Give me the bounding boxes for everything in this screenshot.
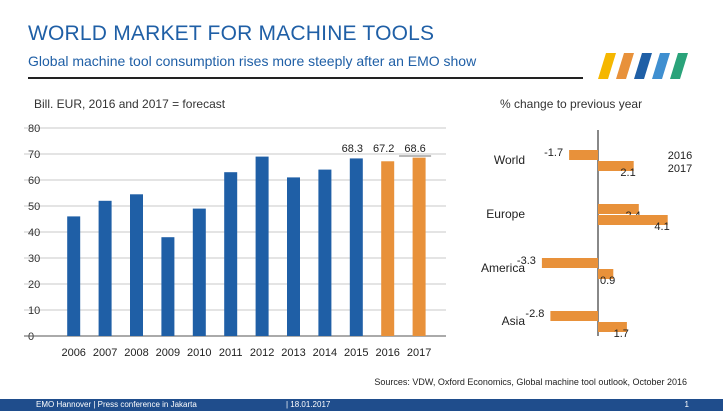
footer-event: EMO Hannover | Press conference in Jakar…: [36, 400, 197, 409]
change-bar-2017: [598, 322, 627, 332]
logo-stripe-1: [598, 53, 616, 79]
change-label: 4.1: [654, 221, 669, 233]
bar-chart-unit-label: Bill. EUR, 2016 and 2017 = forecast: [34, 97, 226, 111]
bar-2015: [349, 158, 363, 336]
change-bar-2016: [541, 258, 598, 268]
change-bar-2017: [598, 161, 634, 171]
y-tick-label: 30: [28, 253, 40, 265]
category-label: World: [494, 153, 525, 167]
bar-2008: [130, 194, 143, 336]
footer-bar: EMO Hannover | Press conference in Jakar…: [0, 399, 723, 411]
y-tick-label: 60: [28, 175, 40, 187]
x-tick-label: 2012: [250, 347, 274, 359]
x-tick-label: 2013: [281, 347, 305, 359]
y-tick-label: 10: [28, 305, 40, 317]
y-tick-label: 20: [28, 279, 40, 291]
y-tick-label: 70: [28, 149, 40, 161]
bar-2007: [98, 200, 112, 336]
bar-2006: [67, 216, 81, 336]
category-label: Europe: [486, 207, 525, 221]
hbar-chart-title: % change to previous year: [500, 97, 643, 111]
bar-2017: [412, 157, 426, 336]
bar-2016: [381, 161, 395, 336]
x-tick-label: 2014: [313, 347, 337, 359]
y-tick-label: 50: [28, 201, 40, 213]
data-label: 67.2: [373, 143, 394, 155]
category-label: Asia: [502, 314, 526, 328]
change-label: 1.7: [614, 328, 629, 340]
change-label: -3.3: [517, 255, 536, 267]
footer-page-number: 1: [684, 400, 689, 409]
bar-2011: [224, 172, 238, 336]
change-bar-2017: [598, 215, 668, 225]
bar-2013: [287, 177, 300, 336]
logo-stripe-5: [670, 53, 688, 79]
footer-date: | 18.01.2017: [286, 400, 331, 409]
legend-2016: 2016: [668, 150, 692, 162]
x-tick-label: 2011: [219, 347, 243, 359]
x-tick-label: 2009: [156, 347, 180, 359]
y-tick-label: 40: [28, 227, 40, 239]
data-label: 68.6: [404, 143, 425, 155]
x-tick-label: 2016: [375, 347, 399, 359]
x-tick-label: 2010: [187, 347, 211, 359]
logo-stripe-2: [616, 53, 634, 79]
bar-2014: [318, 169, 332, 336]
x-tick-label: 2017: [407, 347, 431, 359]
category-label: America: [481, 261, 525, 275]
sources-note: Sources: VDW, Oxford Economics, Global m…: [374, 377, 687, 387]
change-bar-2016: [569, 150, 598, 160]
page-subtitle: Global machine tool consumption rises mo…: [28, 53, 477, 69]
bar-2012: [255, 156, 269, 336]
y-tick-label: 0: [28, 331, 34, 343]
change-label: 0.9: [600, 275, 615, 287]
y-tick-label: 80: [28, 123, 40, 135]
x-tick-label: 2015: [344, 347, 368, 359]
bar-2010: [192, 208, 206, 336]
page-title: WORLD MARKET FOR MACHINE TOOLS: [28, 22, 435, 45]
logo-stripe-4: [652, 53, 670, 79]
x-tick-label: 2006: [61, 347, 85, 359]
logo-stripe-3: [634, 53, 652, 79]
change-bar-2017: [598, 269, 614, 279]
data-label: 68.3: [342, 143, 363, 155]
title-rule: [28, 77, 583, 79]
change-label: -1.7: [544, 147, 563, 159]
emo-logo-icon: [598, 53, 688, 79]
change-bar-2016: [598, 204, 639, 214]
change-bar-2016: [550, 311, 598, 321]
change-label: -2.8: [525, 308, 544, 320]
legend-2017: 2017: [668, 163, 692, 175]
change-label: 2.1: [620, 167, 635, 179]
bar-2009: [161, 237, 175, 336]
x-tick-label: 2007: [93, 347, 117, 359]
x-tick-label: 2008: [124, 347, 148, 359]
